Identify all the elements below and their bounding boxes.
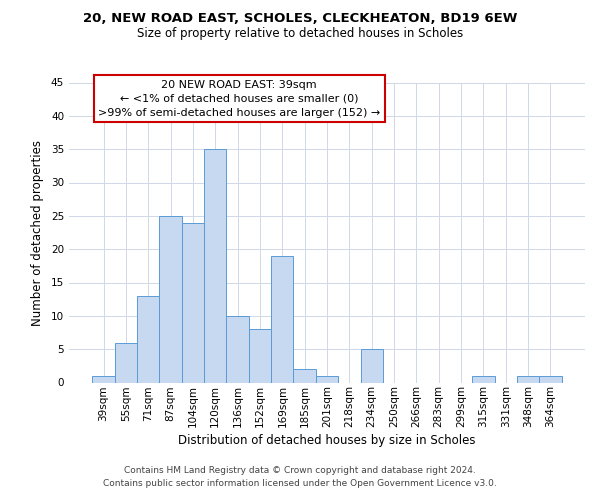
Bar xyxy=(293,369,316,382)
Bar xyxy=(472,376,494,382)
Text: 20, NEW ROAD EAST, SCHOLES, CLECKHEATON, BD19 6EW: 20, NEW ROAD EAST, SCHOLES, CLECKHEATON,… xyxy=(83,12,517,26)
Y-axis label: Number of detached properties: Number of detached properties xyxy=(31,140,44,326)
Bar xyxy=(182,222,204,382)
Bar xyxy=(316,376,338,382)
X-axis label: Distribution of detached houses by size in Scholes: Distribution of detached houses by size … xyxy=(178,434,476,448)
Bar xyxy=(361,349,383,382)
Text: Size of property relative to detached houses in Scholes: Size of property relative to detached ho… xyxy=(137,28,463,40)
Bar xyxy=(160,216,182,382)
Bar xyxy=(517,376,539,382)
Bar xyxy=(137,296,160,382)
Bar xyxy=(204,149,226,382)
Bar xyxy=(249,329,271,382)
Text: Contains HM Land Registry data © Crown copyright and database right 2024.
Contai: Contains HM Land Registry data © Crown c… xyxy=(103,466,497,487)
Bar xyxy=(115,342,137,382)
Bar xyxy=(271,256,293,382)
Bar xyxy=(226,316,249,382)
Bar xyxy=(539,376,562,382)
Text: 20 NEW ROAD EAST: 39sqm
← <1% of detached houses are smaller (0)
>99% of semi-de: 20 NEW ROAD EAST: 39sqm ← <1% of detache… xyxy=(98,80,380,118)
Bar xyxy=(92,376,115,382)
